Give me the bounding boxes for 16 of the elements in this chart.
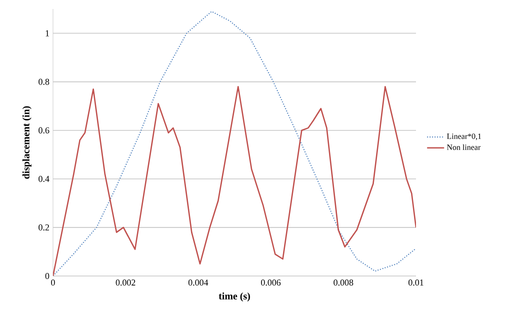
line-series: [53, 86, 416, 276]
y-tick-label: 0.8: [38, 78, 50, 85]
y-tick-label: 1: [46, 30, 49, 36]
x-axis-title: time (s): [218, 292, 250, 302]
y-tick-label: 0.2: [38, 224, 49, 230]
x-tick-label: 0.004: [188, 280, 208, 286]
y-tick-label: 0.4: [38, 176, 50, 182]
y-tick-label: 0.6: [38, 127, 50, 134]
x-tick-label: 0.01: [408, 280, 424, 286]
x-tick-label: 0.008: [334, 280, 354, 286]
x-tick-label: 0.006: [261, 280, 281, 286]
y-axis-title: displacement (in): [22, 106, 32, 179]
y-tick-label: 0: [45, 272, 50, 280]
x-tick-label: 0: [51, 280, 55, 286]
line-series: [53, 10, 416, 276]
x-tick-label: 0.002: [116, 280, 136, 286]
